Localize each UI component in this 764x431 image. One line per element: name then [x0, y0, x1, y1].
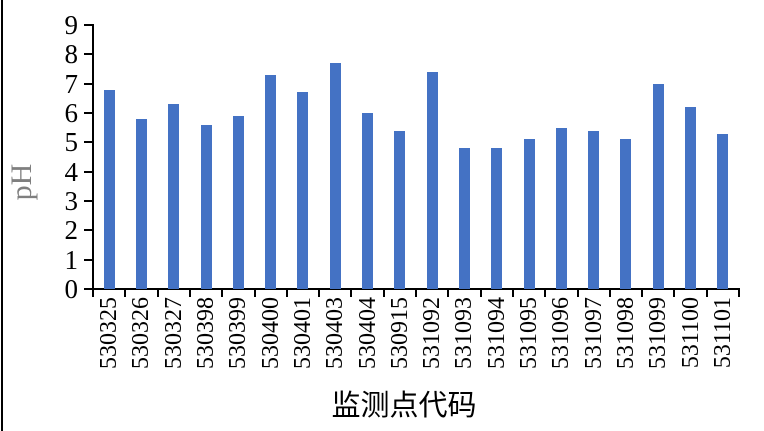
- bar: [329, 63, 341, 289]
- x-tick: [608, 290, 611, 297]
- bar: [620, 139, 632, 289]
- bar: [717, 133, 729, 289]
- x-tick-label: 531093: [451, 297, 478, 369]
- y-tick-label: 5: [64, 127, 79, 158]
- x-tick: [673, 290, 676, 297]
- y-tick-label: 6: [64, 98, 79, 128]
- y-tick: [84, 200, 93, 202]
- y-tick: [84, 112, 93, 114]
- bar: [135, 118, 147, 289]
- x-tick: [738, 290, 740, 297]
- x-tick-label: 531097: [580, 297, 607, 369]
- x-tick: [705, 290, 708, 297]
- y-tick: [84, 288, 93, 290]
- x-tick-label: 530400: [257, 297, 284, 369]
- bar: [685, 107, 697, 289]
- x-tick-label: 531100: [677, 297, 704, 369]
- y-tick: [84, 141, 93, 144]
- x-tick-label: 531098: [612, 297, 639, 369]
- y-tick-label: 3: [64, 186, 79, 216]
- x-tick: [447, 290, 450, 297]
- x-tick-label: 531092: [419, 297, 446, 369]
- x-tick-label: 531096: [548, 297, 575, 369]
- bar: [426, 71, 438, 289]
- bar: [394, 130, 406, 289]
- x-tick-label: 530915: [386, 297, 413, 369]
- x-tick-label: 531094: [483, 297, 510, 369]
- page-border-line: [1, 0, 3, 431]
- x-tick-label: 530404: [354, 297, 381, 369]
- x-tick-label: 530327: [160, 297, 187, 369]
- y-tick-label: 0: [64, 274, 79, 304]
- x-tick: [641, 290, 644, 297]
- x-tick: [188, 290, 191, 297]
- bar: [200, 124, 212, 289]
- bar: [362, 113, 374, 289]
- x-tick-label: 531099: [645, 297, 672, 369]
- bar: [555, 127, 567, 289]
- bar: [523, 139, 535, 289]
- y-tick: [84, 24, 93, 26]
- y-tick: [84, 258, 93, 261]
- bar: [588, 130, 600, 289]
- x-tick-label: 530403: [322, 297, 349, 369]
- x-tick: [221, 290, 224, 297]
- x-tick: [382, 290, 385, 297]
- y-tick-label: 8: [64, 39, 79, 70]
- y-tick: [84, 82, 93, 85]
- bar: [458, 148, 470, 289]
- x-tick: [92, 290, 94, 297]
- bar: [103, 89, 115, 289]
- bar: [652, 83, 664, 289]
- x-tick: [253, 290, 256, 297]
- y-tick: [84, 229, 93, 232]
- x-tick: [124, 290, 127, 297]
- x-tick: [479, 290, 482, 297]
- x-tick: [350, 290, 353, 297]
- y-tick: [84, 170, 93, 173]
- x-tick-label: 530399: [225, 297, 252, 369]
- bar: [491, 148, 503, 289]
- x-tick-label: 531101: [709, 297, 736, 369]
- x-tick: [318, 290, 321, 297]
- x-tick-label: 530401: [289, 297, 316, 369]
- y-axis-line: [92, 24, 94, 290]
- bar: [232, 115, 244, 289]
- x-tick: [544, 290, 547, 297]
- x-tick-label: 530325: [96, 297, 123, 369]
- y-tick-label: 9: [64, 10, 79, 40]
- x-tick-label: 530326: [128, 297, 155, 369]
- y-tick: [84, 53, 93, 56]
- x-tick-label: 530398: [193, 297, 220, 369]
- x-axis-line: [92, 288, 740, 290]
- x-tick: [576, 290, 579, 297]
- x-tick: [415, 290, 417, 297]
- x-tick-label: 531095: [516, 297, 543, 369]
- y-tick-label: 1: [64, 244, 79, 275]
- y-tick-label: 2: [64, 215, 79, 246]
- bar: [168, 104, 180, 289]
- x-axis-title: 监测点代码: [331, 390, 477, 422]
- y-tick-label: 7: [64, 68, 79, 99]
- bar: [297, 92, 309, 289]
- bar: [265, 74, 277, 289]
- x-tick: [511, 290, 514, 297]
- x-tick: [285, 290, 288, 297]
- y-tick-label: 4: [64, 156, 79, 187]
- x-tick: [156, 290, 159, 297]
